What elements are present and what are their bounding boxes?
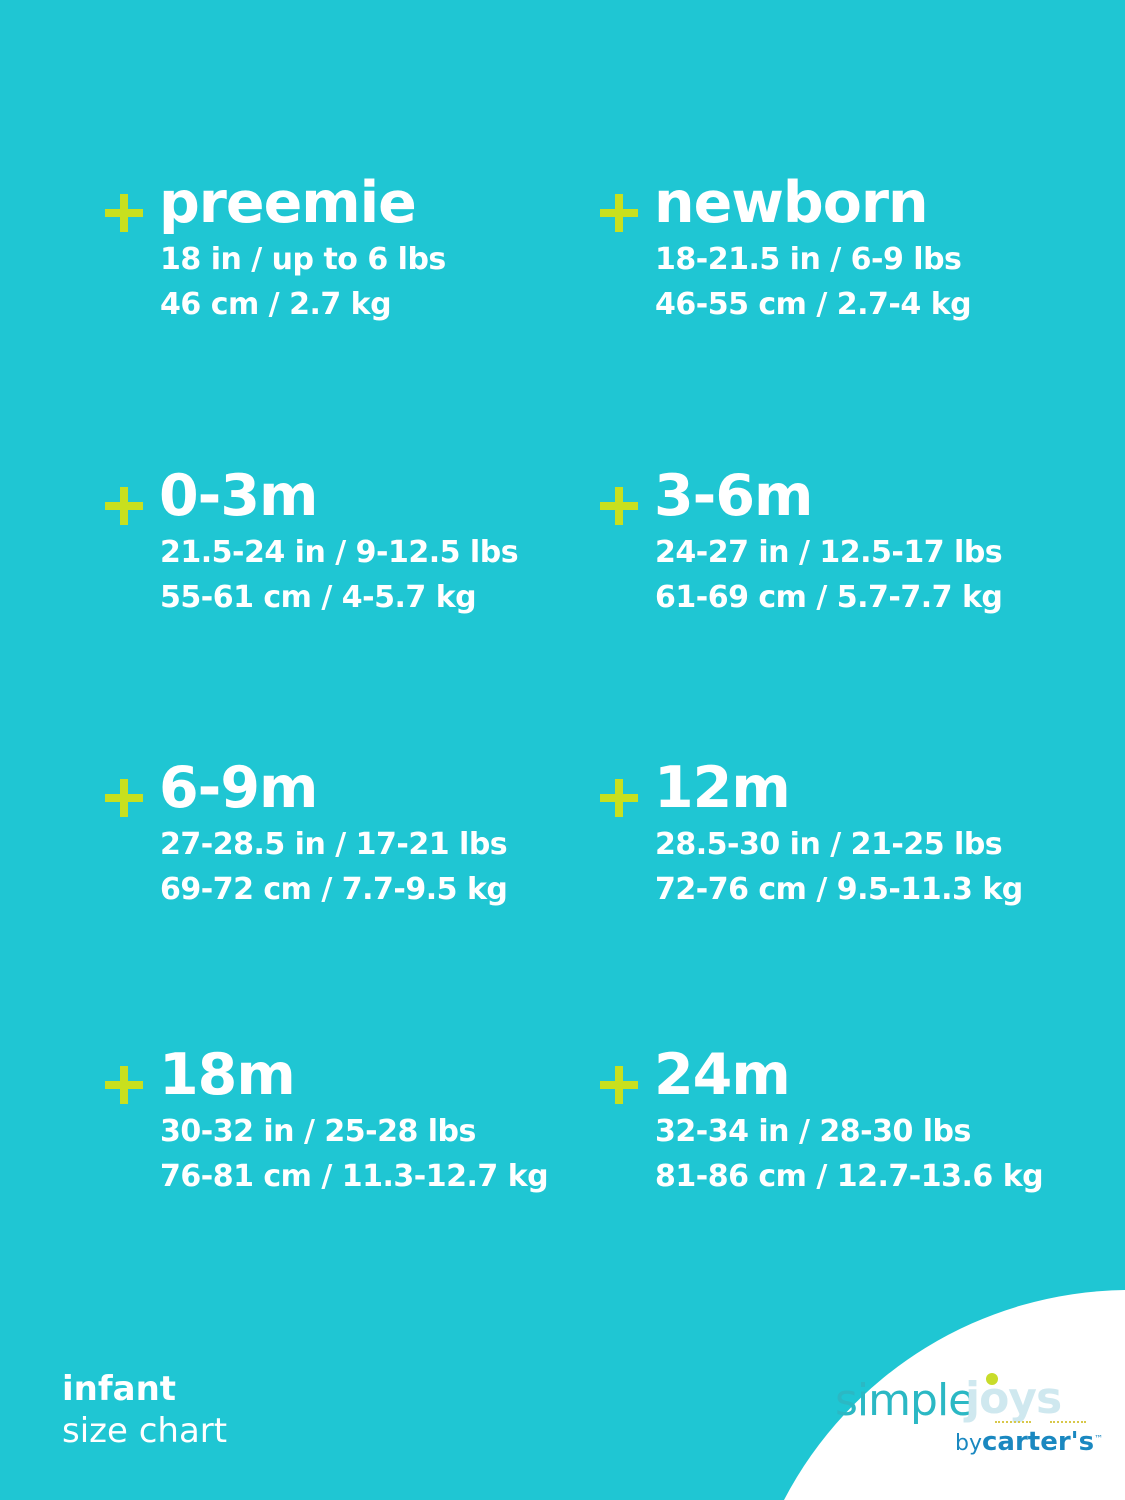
chart-title-line2: size chart [62, 1411, 228, 1451]
logo-by: by [955, 1431, 982, 1456]
logo-background-arc [784, 1290, 1125, 1500]
size-name: 18m [159, 1042, 296, 1108]
plus-icon [105, 1066, 143, 1104]
size-metric: 61-69 cm / 5.7-7.7 kg [655, 580, 1003, 615]
logo-brand: carter's [981, 1427, 1095, 1457]
size-name: 24m [654, 1042, 791, 1108]
plus-icon [105, 194, 143, 232]
logo-dotted-line [995, 1421, 1031, 1423]
size-metric: 76-81 cm / 11.3-12.7 kg [160, 1159, 549, 1194]
size-imperial: 18 in / up to 6 lbs [160, 242, 446, 277]
size-item-newborn: newborn 18-21.5 in / 6-9 lbs 46-55 cm / … [600, 170, 1070, 380]
size-item-3-6m: 3-6m 24-27 in / 12.5-17 lbs 61-69 cm / 5… [600, 463, 1070, 673]
size-imperial: 21.5-24 in / 9-12.5 lbs [160, 535, 519, 570]
size-item-6-9m: 6-9m 27-28.5 in / 17-21 lbs 69-72 cm / 7… [105, 755, 575, 965]
chart-title-line1: infant [62, 1369, 177, 1409]
plus-icon [105, 487, 143, 525]
size-name: 12m [654, 755, 791, 821]
size-metric: 46 cm / 2.7 kg [160, 287, 392, 322]
size-imperial: 30-32 in / 25-28 lbs [160, 1114, 476, 1149]
size-item-12m: 12m 28.5-30 in / 21-25 lbs 72-76 cm / 9.… [600, 755, 1070, 965]
logo-trademark: ™ [1094, 1434, 1104, 1445]
logo-joys: joys [965, 1373, 1062, 1424]
logo-simple: simple [835, 1375, 975, 1426]
size-imperial: 27-28.5 in / 17-21 lbs [160, 827, 508, 862]
size-name: 6-9m [159, 755, 318, 821]
size-metric: 72-76 cm / 9.5-11.3 kg [655, 872, 1023, 907]
size-imperial: 28.5-30 in / 21-25 lbs [655, 827, 1003, 862]
plus-icon [600, 779, 638, 817]
size-metric: 46-55 cm / 2.7-4 kg [655, 287, 972, 322]
size-metric: 81-86 cm / 12.7-13.6 kg [655, 1159, 1044, 1194]
logo-by-carters: bycarter's™ [955, 1427, 1103, 1457]
size-name: newborn [654, 170, 929, 236]
size-imperial: 24-27 in / 12.5-17 lbs [655, 535, 1003, 570]
size-item-preemie: preemie 18 in / up to 6 lbs 46 cm / 2.7 … [105, 170, 575, 380]
chart-title: infant size chart [62, 1368, 227, 1452]
size-metric: 69-72 cm / 7.7-9.5 kg [160, 872, 508, 907]
brand-logo: simple joys bycarter's™ [835, 1373, 1103, 1465]
logo-dotted-line [1050, 1421, 1086, 1423]
plus-icon [600, 487, 638, 525]
size-name: 0-3m [159, 463, 318, 529]
plus-icon [105, 779, 143, 817]
size-item-0-3m: 0-3m 21.5-24 in / 9-12.5 lbs 55-61 cm / … [105, 463, 575, 673]
plus-icon [600, 1066, 638, 1104]
size-metric: 55-61 cm / 4-5.7 kg [160, 580, 477, 615]
size-name: preemie [159, 170, 417, 236]
plus-icon [600, 194, 638, 232]
size-name: 3-6m [654, 463, 813, 529]
size-imperial: 18-21.5 in / 6-9 lbs [655, 242, 962, 277]
size-imperial: 32-34 in / 28-30 lbs [655, 1114, 971, 1149]
logo-dot-icon [986, 1373, 998, 1385]
size-item-18m: 18m 30-32 in / 25-28 lbs 76-81 cm / 11.3… [105, 1042, 575, 1252]
size-item-24m: 24m 32-34 in / 28-30 lbs 81-86 cm / 12.7… [600, 1042, 1070, 1252]
logo-background [784, 1290, 1125, 1500]
